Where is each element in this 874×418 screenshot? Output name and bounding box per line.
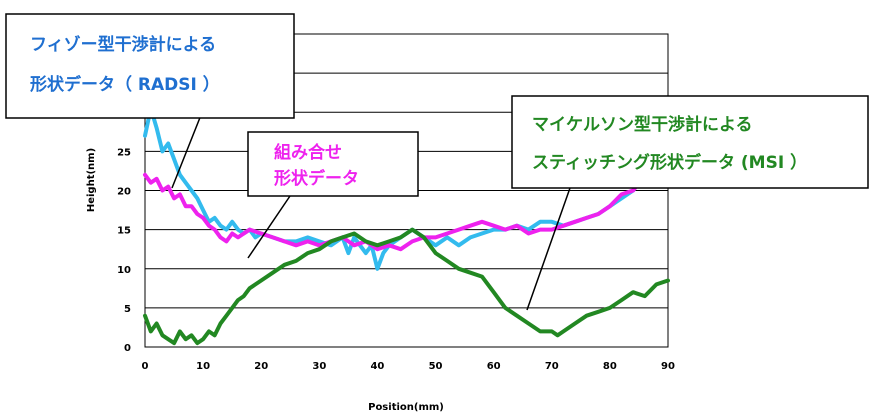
x-tick-label: 60 (487, 361, 501, 372)
callout-msi-line2: スティッチング形状データ (MSI ） (532, 152, 807, 173)
y-axis-title: Height(nm) (86, 148, 97, 212)
callout-combined-line2: 形状データ (274, 168, 359, 189)
callout-msi-line1: マイケルソン型干渉計による (532, 114, 753, 135)
callout-pointer-radsi (171, 109, 204, 189)
y-tick-label: 15 (117, 226, 131, 237)
callout-box-radsi (5, 13, 295, 119)
callout-radsi-line2: 形状データ（ RADSI ） (30, 74, 220, 95)
callout-pointer-combined (247, 195, 291, 259)
series-line-2 (143, 227, 670, 346)
y-tick-label: 20 (117, 187, 131, 198)
x-tick-label: 0 (142, 361, 149, 372)
series-layer (143, 106, 670, 346)
callout-box-msi (511, 95, 869, 189)
y-tick-label: 0 (124, 343, 131, 354)
series-line-0 (143, 106, 670, 271)
x-tick-label: 70 (545, 361, 559, 372)
x-tick-label: 30 (312, 361, 326, 372)
x-tick-label: 10 (196, 361, 210, 372)
x-tick-label: 90 (661, 361, 675, 372)
callout-radsi-line1: フィゾー型干渉計による (30, 34, 216, 55)
x-tick-label: 20 (254, 361, 268, 372)
callout-combined-line1: 組み合せ (274, 142, 342, 163)
y-tick-label: 25 (117, 147, 131, 158)
callout-pointer-msi (526, 187, 571, 311)
y-tick-label: 5 (124, 304, 131, 315)
x-axis-title: Position(mm) (368, 402, 444, 413)
x-tick-label: 80 (603, 361, 617, 372)
plot-area (144, 33, 669, 348)
x-tick-label: 40 (370, 361, 384, 372)
callout-box-combined (247, 131, 419, 197)
y-tick-label: 10 (117, 265, 131, 276)
series-line-1 (143, 145, 670, 252)
callouts: フィゾー型干渉計による 形状データ（ RADSI ） 組み合せ 形状データ マイ… (5, 13, 869, 311)
x-tick-label: 50 (429, 361, 443, 372)
